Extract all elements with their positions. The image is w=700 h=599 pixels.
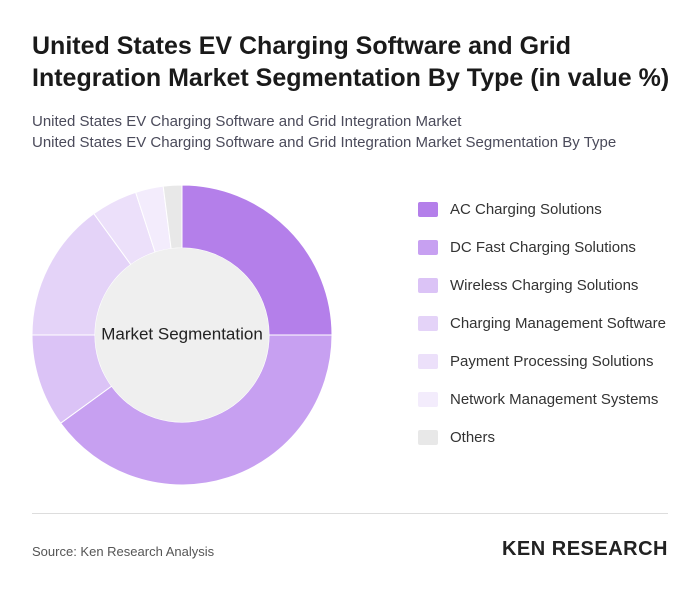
legend-item: Wireless Charging Solutions — [418, 274, 678, 297]
subtitle: United States EV Charging Software and G… — [32, 113, 462, 130]
legend: AC Charging Solutions DC Fast Charging So… — [418, 198, 678, 464]
divider — [32, 513, 668, 514]
legend-label: Payment Processing Solutions — [450, 353, 654, 370]
legend-item: AC Charging Solutions — [418, 198, 678, 221]
subtitle: United States EV Charging Software and G… — [32, 134, 617, 151]
legend-item: Payment Processing Solutions — [418, 350, 678, 373]
brand: KEN RESEARCH — [501, 538, 668, 560]
legend-label: Charging Management Software — [450, 315, 666, 332]
legend-swatch — [418, 240, 438, 255]
legend-item: Charging Management Software — [418, 312, 678, 335]
legend-swatch — [418, 430, 438, 445]
legend-swatch — [418, 354, 438, 369]
legend-label: Others — [450, 429, 496, 446]
legend-swatch — [418, 392, 438, 407]
center-label: Market Segmentation — [101, 324, 263, 343]
legend-label: AC Charging Solutions — [450, 201, 602, 218]
legend-swatch — [418, 278, 438, 293]
chart: Market Segmentation — [31, 184, 333, 486]
center-hole — [95, 248, 269, 422]
source: Source: Ken Research Analysis — [32, 544, 215, 559]
legend-item: DC Fast Charging Solutions — [418, 236, 678, 259]
legend-label: Wireless Charging Solutions — [450, 277, 639, 294]
legend-label: DC Fast Charging Solutions — [450, 239, 636, 256]
legend-item: Network Management Systems — [418, 388, 678, 411]
legend-swatch — [418, 202, 438, 217]
title: United States EV Charging Software and G… — [32, 32, 670, 92]
legend-label: Network Management Systems — [450, 391, 659, 408]
legend-swatch — [418, 316, 438, 331]
legend-item: Others — [418, 426, 678, 449]
